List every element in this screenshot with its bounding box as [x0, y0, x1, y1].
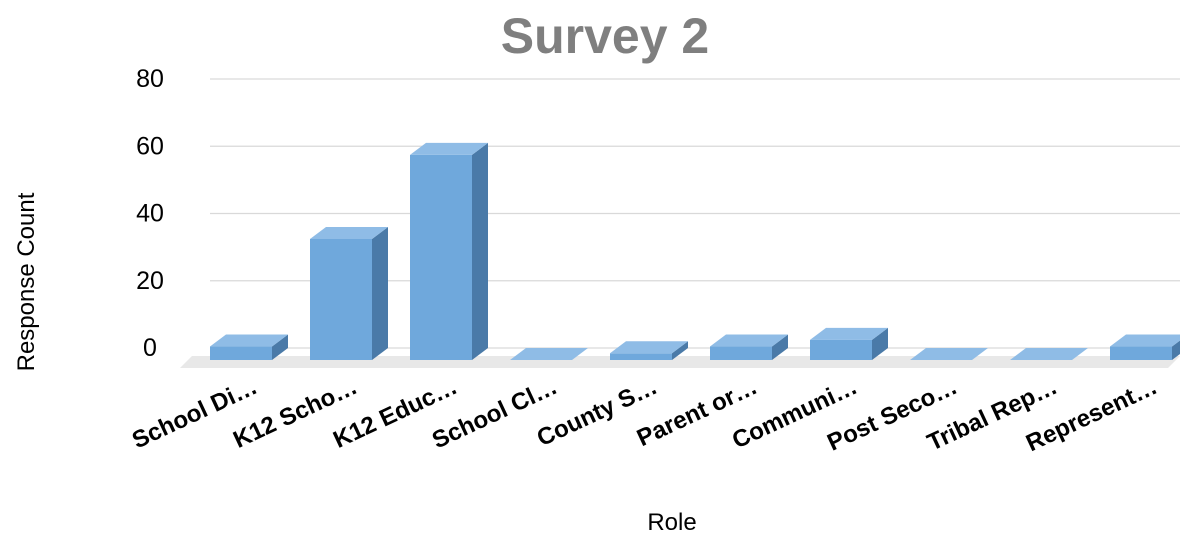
- bar: [310, 226, 388, 360]
- bar-front: [310, 238, 372, 360]
- bar-side: [872, 327, 888, 360]
- bar-top: [710, 334, 788, 347]
- bar-top: [310, 226, 388, 239]
- gridlines: [210, 78, 1180, 349]
- bar-top: [510, 348, 588, 360]
- x-axis-title: Role: [647, 509, 696, 536]
- bar: [510, 348, 588, 360]
- bar-top: [1010, 348, 1088, 360]
- bar: [810, 327, 888, 360]
- y-tick-label: 80: [136, 65, 164, 93]
- bar-front: [410, 154, 472, 360]
- y-axis-title: Response Count: [13, 192, 40, 371]
- bar-top: [910, 348, 988, 360]
- bar: [1010, 348, 1088, 360]
- y-tick-label: 60: [136, 132, 164, 160]
- bar: [410, 142, 488, 360]
- y-tick-label: 20: [136, 267, 164, 295]
- bars: [210, 142, 1180, 360]
- bar-top: [810, 327, 888, 340]
- chart-title: Survey 2: [501, 8, 709, 64]
- bar-front: [1110, 346, 1172, 360]
- bar: [210, 334, 288, 360]
- bar-side: [272, 334, 288, 360]
- bar-side: [772, 334, 788, 360]
- bar-top: [610, 341, 688, 354]
- x-axis-category-labels: School Di…K12 Scho…K12 Educ…School Cl…Co…: [128, 373, 1161, 457]
- bar: [610, 341, 688, 360]
- bar-side: [672, 341, 688, 360]
- bar: [910, 348, 988, 360]
- bar-top: [410, 142, 488, 155]
- bar-side: [1172, 340, 1180, 360]
- bar-side: [472, 142, 488, 360]
- bar: [710, 334, 788, 360]
- y-tick-label: 40: [136, 200, 164, 228]
- bar-front: [610, 353, 672, 360]
- bar-front: [810, 339, 872, 360]
- bar-front: [210, 346, 272, 360]
- bar-top: [210, 334, 288, 347]
- y-axis-ticks: 0 20 40 60 80: [136, 65, 164, 362]
- bar-side: [372, 226, 388, 360]
- y-tick-label: 0: [143, 334, 157, 362]
- bar: [1110, 334, 1180, 360]
- bar-top: [1110, 334, 1180, 347]
- bar-front: [710, 346, 772, 360]
